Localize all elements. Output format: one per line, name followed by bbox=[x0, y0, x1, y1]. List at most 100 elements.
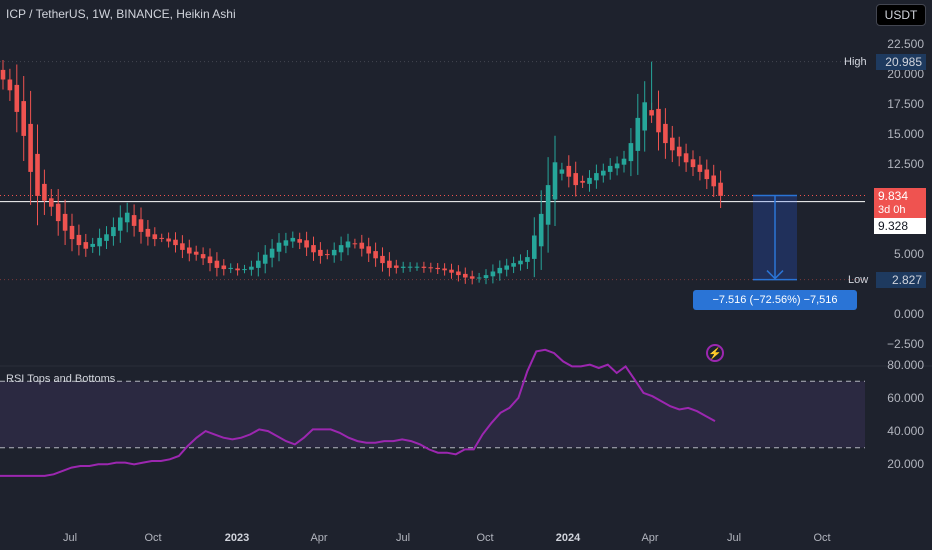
candle-body bbox=[256, 260, 261, 268]
candle-body bbox=[55, 203, 61, 222]
candle-body bbox=[90, 243, 95, 247]
candle-body bbox=[7, 79, 13, 91]
time-axis-label: 2023 bbox=[224, 532, 250, 544]
candle-body bbox=[249, 266, 254, 270]
candle-body bbox=[111, 227, 116, 237]
candle-body bbox=[152, 234, 158, 240]
candle-body bbox=[449, 269, 454, 273]
current-price-tag: 9.834 bbox=[874, 188, 926, 205]
candle-body bbox=[290, 237, 296, 242]
time-axis-label: 2024 bbox=[555, 532, 581, 544]
candle-body bbox=[497, 267, 503, 274]
candle-body bbox=[145, 228, 151, 237]
candle-body bbox=[166, 238, 171, 242]
candle-body bbox=[173, 239, 178, 246]
candle-body bbox=[62, 213, 68, 231]
time-axis-label: Apr bbox=[641, 532, 659, 544]
candle-body bbox=[345, 241, 351, 248]
candle-body bbox=[435, 267, 440, 270]
candle-body bbox=[69, 225, 75, 240]
time-axis-label: Oct bbox=[144, 532, 162, 544]
candle-body bbox=[21, 101, 26, 136]
candle-body bbox=[463, 273, 468, 278]
candle-body bbox=[614, 163, 620, 169]
candle-body bbox=[697, 164, 703, 172]
candle-body bbox=[97, 237, 102, 247]
candle-body bbox=[187, 247, 192, 254]
time-axis-label: Oct bbox=[476, 532, 494, 544]
rsi-band-fill bbox=[0, 381, 865, 448]
candle-body bbox=[607, 165, 613, 172]
candle-body bbox=[283, 240, 289, 246]
candle-body bbox=[690, 159, 696, 168]
candle-body bbox=[525, 257, 530, 262]
lightning-icon[interactable]: ⚡ bbox=[706, 344, 724, 362]
candle-body bbox=[407, 266, 413, 268]
candle-body bbox=[400, 266, 406, 268]
time-axis-label: Jul bbox=[395, 532, 411, 544]
candle-body bbox=[511, 263, 516, 267]
chart-title: ICP / TetherUS, 1W, BINANCE, Heikin Ashi bbox=[6, 7, 236, 21]
candle-body bbox=[262, 254, 268, 264]
candle-body bbox=[159, 237, 164, 239]
price-axis-label: 22.500 bbox=[887, 36, 924, 51]
candle-body bbox=[14, 84, 20, 112]
candle-body bbox=[676, 146, 682, 157]
price-axis-label: −2.500 bbox=[886, 336, 924, 351]
candle-body bbox=[476, 277, 482, 279]
candle-body bbox=[242, 269, 247, 271]
currency-button[interactable]: USDT bbox=[876, 4, 926, 26]
candle-body bbox=[35, 153, 40, 196]
rsi-axis-label: 60.000 bbox=[887, 390, 924, 405]
measure-arrow-head bbox=[766, 270, 784, 280]
candle-body bbox=[442, 268, 447, 271]
candle-body bbox=[104, 234, 109, 241]
candle-body bbox=[566, 165, 572, 177]
candle-body bbox=[304, 240, 309, 248]
price-axis-label: 0.000 bbox=[893, 306, 924, 321]
candle-body bbox=[83, 242, 89, 249]
candle-body bbox=[373, 251, 378, 259]
candle-body bbox=[269, 248, 275, 258]
time-axis-label: Jul bbox=[726, 532, 742, 544]
price-axis-label: 17.500 bbox=[887, 96, 924, 111]
candle-body bbox=[235, 268, 240, 271]
candle-body bbox=[207, 256, 213, 264]
candle-body bbox=[469, 276, 475, 279]
candle-body bbox=[331, 249, 337, 256]
candle-body bbox=[124, 212, 130, 223]
candle-body bbox=[663, 123, 668, 144]
measure-tooltip[interactable]: −7.516 (−72.56%) −7,516 bbox=[693, 290, 857, 310]
candle-body bbox=[118, 217, 123, 231]
candle-body bbox=[366, 246, 371, 254]
candle-body bbox=[325, 254, 330, 256]
candle-body bbox=[76, 234, 82, 246]
candle-body bbox=[180, 243, 185, 250]
candle-body bbox=[276, 242, 282, 252]
candle-body bbox=[221, 265, 227, 270]
rsi-title: RSI Tops and Bottoms bbox=[6, 373, 116, 385]
candle-body bbox=[200, 254, 206, 259]
price-axis-label: 12.500 bbox=[887, 156, 924, 171]
candle-body bbox=[504, 265, 509, 270]
candle-body bbox=[656, 108, 661, 133]
candle-body bbox=[718, 182, 723, 196]
rsi-line bbox=[0, 348, 716, 477]
candle-body bbox=[518, 260, 523, 265]
candle-body bbox=[587, 177, 592, 184]
time-axis-label: Apr bbox=[310, 532, 328, 544]
candle-body bbox=[28, 123, 33, 172]
candle-body bbox=[573, 173, 578, 186]
countdown-tag: 3d 0h bbox=[874, 203, 926, 218]
candle-body bbox=[704, 169, 710, 180]
candle-body bbox=[359, 242, 365, 249]
rsi-axis-label: 20.000 bbox=[887, 457, 924, 472]
high-value-tag: 20.985 bbox=[876, 54, 926, 70]
candle-body bbox=[228, 267, 233, 269]
candle-body bbox=[559, 169, 565, 174]
candle-body bbox=[338, 245, 344, 253]
candle-body bbox=[414, 266, 420, 268]
rsi-axis-label: 80.000 bbox=[887, 357, 924, 372]
candle-body bbox=[138, 219, 144, 232]
